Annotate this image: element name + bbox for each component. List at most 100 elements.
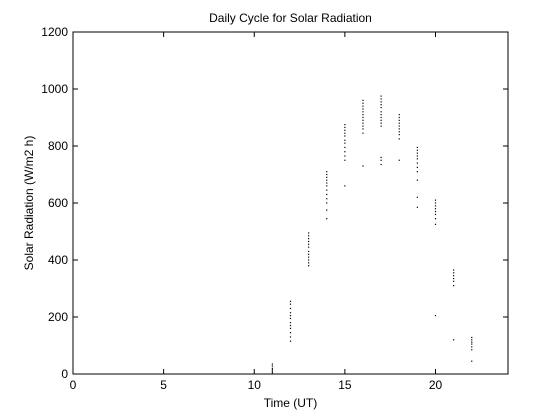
- data-point: [344, 146, 346, 149]
- x-tick-label: 5: [160, 378, 167, 392]
- data-point: [362, 125, 364, 127]
- data-point: [308, 265, 310, 267]
- data-point: [271, 367, 273, 369]
- data-point: [380, 119, 382, 121]
- y-tick-label: 800: [48, 139, 68, 153]
- data-points: [271, 95, 473, 375]
- data-point: [471, 343, 473, 345]
- data-point: [416, 146, 418, 149]
- data-point: [308, 259, 310, 261]
- data-point: [398, 128, 400, 130]
- data-point: [398, 116, 400, 119]
- data-point: [308, 235, 310, 237]
- y-tick-label: 0: [61, 367, 68, 381]
- data-point: [344, 124, 346, 126]
- data-point: [289, 327, 292, 329]
- data-point: [289, 324, 292, 327]
- x-tick-label: 20: [429, 378, 443, 392]
- data-point: [398, 134, 400, 136]
- data-point: [416, 171, 418, 173]
- data-point: [308, 256, 310, 258]
- data-point: [362, 116, 364, 119]
- data-point: [434, 213, 437, 215]
- data-point: [398, 131, 400, 133]
- data-point: [308, 240, 310, 243]
- data-point: [471, 339, 473, 341]
- data-point: [362, 119, 364, 121]
- data-point: [362, 132, 364, 134]
- data-point: [416, 162, 418, 164]
- data-point: [434, 199, 437, 201]
- data-point: [434, 218, 437, 220]
- data-point: [416, 149, 418, 151]
- data-point: [434, 205, 437, 207]
- data-point: [398, 125, 400, 127]
- data-point: [308, 246, 310, 248]
- data-point: [471, 346, 473, 348]
- data-point: [453, 272, 455, 274]
- x-tick-label: 0: [70, 378, 77, 392]
- data-point: [271, 365, 273, 367]
- data-point: [326, 202, 328, 204]
- data-point: [326, 173, 328, 176]
- data-point: [289, 336, 292, 338]
- data-point: [380, 114, 382, 116]
- data-point: [362, 165, 364, 167]
- data-point: [308, 238, 310, 240]
- data-point: [362, 105, 364, 107]
- data-point: [434, 314, 437, 317]
- data-point: [289, 317, 292, 320]
- data-point: [471, 360, 473, 362]
- data-point: [434, 223, 437, 225]
- data-point: [289, 312, 292, 314]
- y-tick-label: 200: [48, 310, 68, 324]
- y-axis-label: Solar Radiation (W/m2 h): [22, 136, 36, 271]
- data-point: [289, 307, 292, 310]
- y-tick-label: 1000: [41, 82, 68, 96]
- data-point: [344, 159, 346, 161]
- data-point: [380, 116, 382, 119]
- data-point: [398, 138, 400, 140]
- data-point: [380, 101, 382, 103]
- data-point: [326, 218, 328, 220]
- data-point: [471, 349, 473, 351]
- data-point: [380, 156, 382, 158]
- data-point: [344, 151, 346, 153]
- data-point: [434, 208, 437, 210]
- data-point: [326, 193, 328, 196]
- data-point: [362, 111, 364, 113]
- data-point: [453, 285, 455, 287]
- data-point: [416, 179, 418, 181]
- data-point: [344, 126, 346, 129]
- data-point: [453, 280, 455, 282]
- data-point: [416, 206, 418, 208]
- data-point: [380, 159, 382, 161]
- data-point: [289, 332, 292, 334]
- data-point: [434, 202, 437, 204]
- data-point: [380, 98, 382, 100]
- data-point: [308, 243, 310, 245]
- data-point: [308, 232, 310, 234]
- data-point: [362, 102, 364, 104]
- y-tick-label: 600: [48, 196, 68, 210]
- data-point: [289, 314, 292, 317]
- data-point: [453, 339, 455, 341]
- data-point: [453, 275, 455, 277]
- data-point: [380, 106, 382, 109]
- x-axis-label: Time (UT): [264, 396, 318, 410]
- data-point: [416, 155, 418, 157]
- data-point: [289, 300, 292, 302]
- data-point: [326, 198, 328, 200]
- data-point: [344, 129, 346, 131]
- data-point: [326, 171, 328, 173]
- data-point: [398, 119, 400, 121]
- data-point: [344, 135, 346, 137]
- x-tick-label: 10: [248, 378, 262, 392]
- data-point: [271, 370, 273, 372]
- data-point: [326, 189, 328, 191]
- x-tick-label: 15: [338, 378, 352, 392]
- data-point: [271, 373, 273, 375]
- data-point: [326, 176, 328, 178]
